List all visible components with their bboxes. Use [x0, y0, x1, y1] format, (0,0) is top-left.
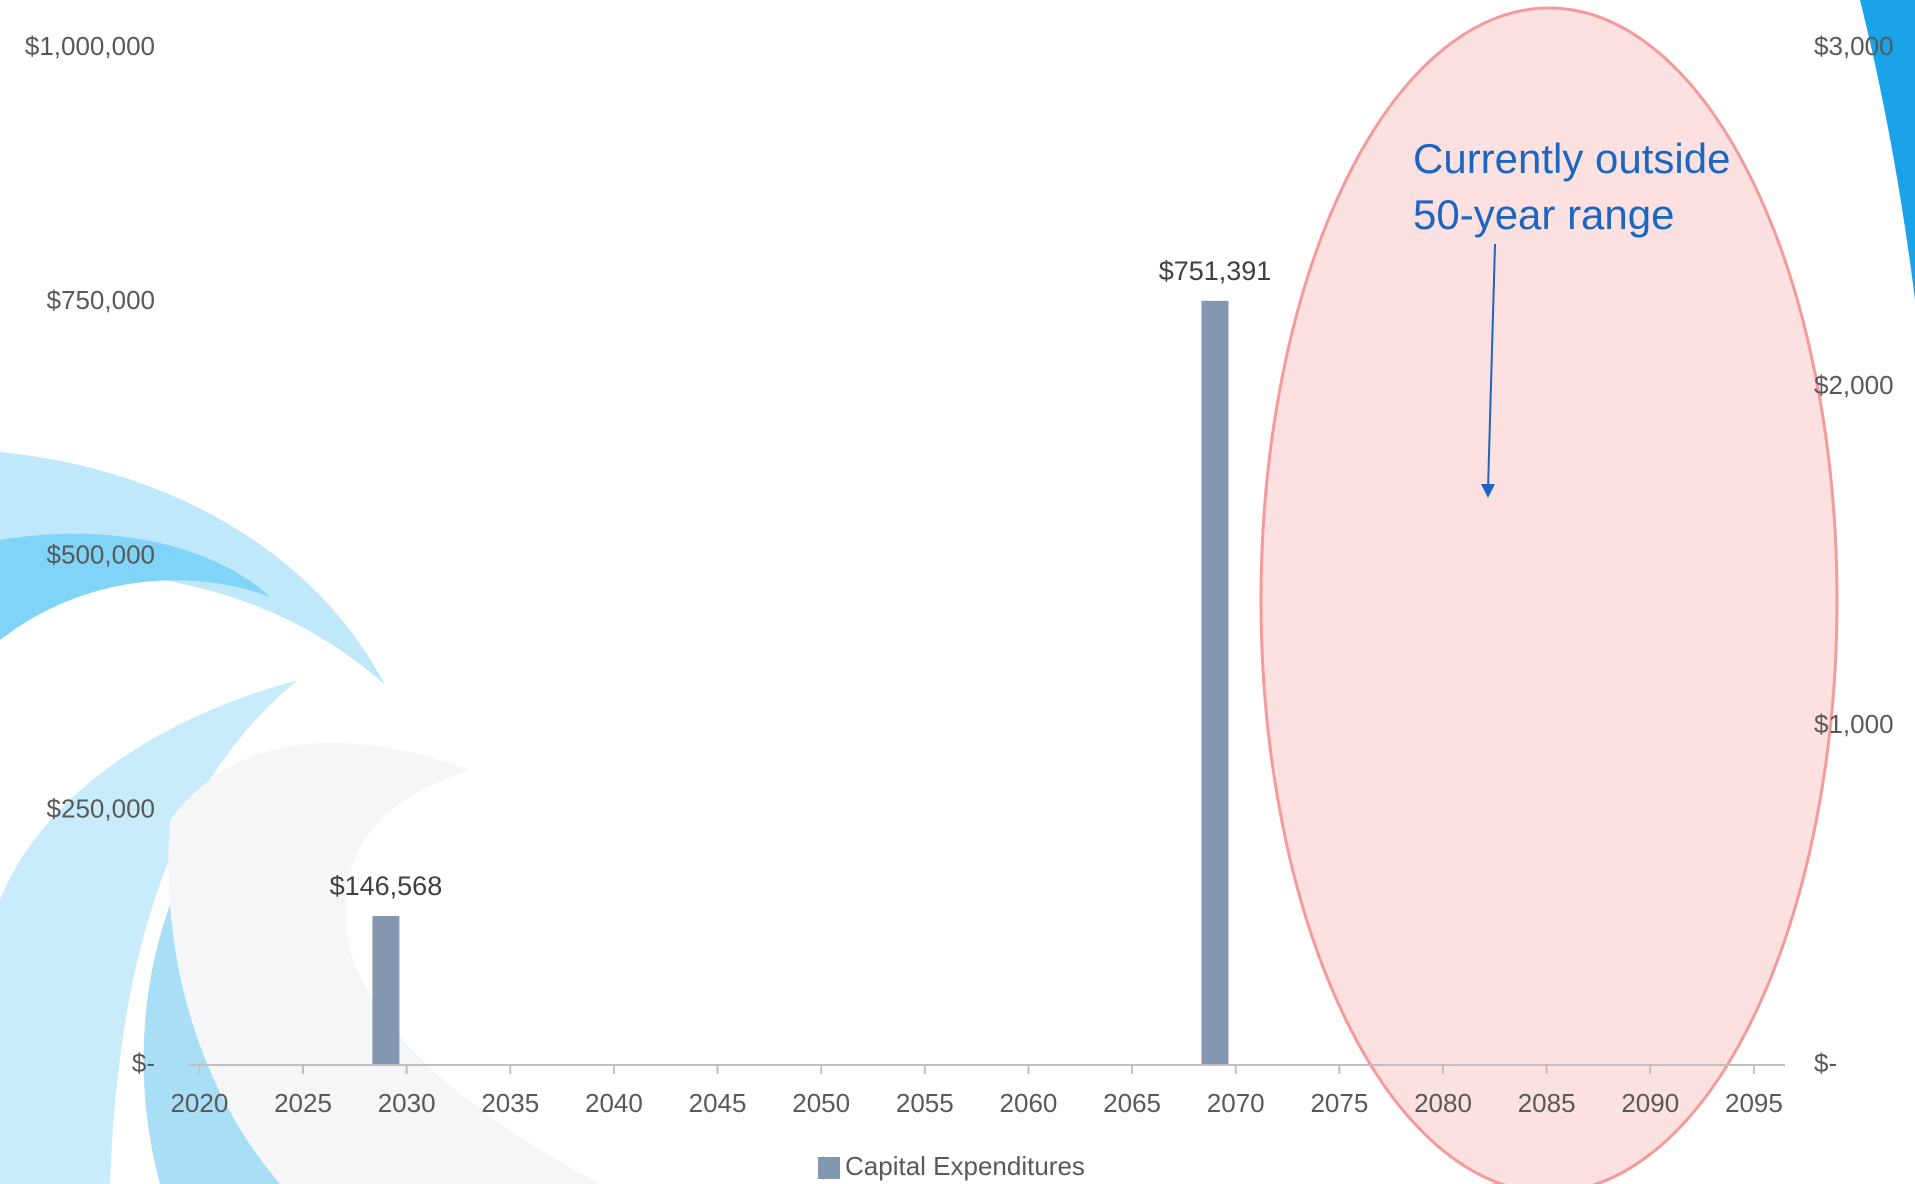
x-tick-label: 2055 [896, 1088, 954, 1118]
x-tick-label: 2065 [1103, 1088, 1161, 1118]
bar [372, 915, 400, 1065]
bar [1201, 300, 1229, 1066]
legend-label: Capital Expenditures [845, 1151, 1085, 1181]
x-tick-label: 2030 [378, 1088, 436, 1118]
x-tick-label: 2060 [1000, 1088, 1058, 1118]
annotation-arrowhead [1481, 484, 1495, 498]
x-tick-label: 2095 [1725, 1088, 1783, 1118]
x-tick-label: 2045 [689, 1088, 747, 1118]
annotation: 50-year range [1413, 191, 1675, 238]
x-tick-label: 2040 [585, 1088, 643, 1118]
x-tick-label: 2085 [1518, 1088, 1576, 1118]
y-tick-label: $500,000 [47, 539, 155, 569]
data-label: $146,568 [330, 871, 443, 901]
highlight-ellipse [1259, 6, 1839, 1184]
y2-tick-label: $2,000 [1814, 370, 1894, 400]
x-tick-label: 2025 [274, 1088, 332, 1118]
annotation: Currently outside [1413, 135, 1730, 182]
y-tick-label: $1,000,000 [25, 31, 155, 61]
x-tick-label: 2075 [1310, 1088, 1368, 1118]
x-tick-label: 2070 [1207, 1088, 1265, 1118]
legend: Capital Expenditures [818, 1151, 1085, 1181]
legend-swatch [818, 1157, 840, 1179]
y2-tick-label: $- [1814, 1048, 1837, 1078]
y-tick-label: $250,000 [47, 794, 155, 824]
x-tick-label: 2020 [170, 1088, 228, 1118]
x-tick-label: 2035 [481, 1088, 539, 1118]
y-tick-label: $- [132, 1048, 155, 1078]
annotation-arrow [1487, 243, 1496, 491]
x-tick-label: 2090 [1621, 1088, 1679, 1118]
y-tick-label: $750,000 [47, 285, 155, 315]
x-tick-label: 2080 [1414, 1088, 1472, 1118]
x-tick-label: 2050 [792, 1088, 850, 1118]
y2-tick-label: $1,000 [1814, 709, 1894, 739]
y2-tick-label: $3,000 [1814, 31, 1894, 61]
data-label: $751,391 [1159, 256, 1272, 286]
